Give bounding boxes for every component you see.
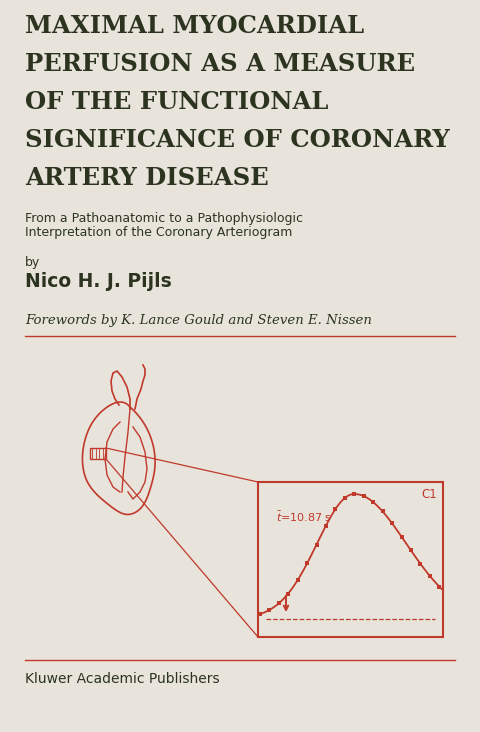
Text: SIGNIFICANCE OF CORONARY: SIGNIFICANCE OF CORONARY xyxy=(25,128,450,152)
Point xyxy=(332,504,339,515)
Point xyxy=(379,506,386,518)
Text: Kluwer Academic Publishers: Kluwer Academic Publishers xyxy=(25,672,220,686)
Text: Interpretation of the Coronary Arteriogram: Interpretation of the Coronary Arteriogr… xyxy=(25,226,292,239)
Point xyxy=(426,570,434,582)
Text: MAXIMAL MYOCARDIAL: MAXIMAL MYOCARDIAL xyxy=(25,14,364,38)
Point xyxy=(256,608,264,620)
Text: by: by xyxy=(25,256,40,269)
Point xyxy=(294,575,301,586)
Point xyxy=(369,496,377,508)
Point xyxy=(284,588,292,600)
Bar xyxy=(258,482,443,637)
Point xyxy=(417,558,424,569)
Point xyxy=(398,531,406,542)
Point xyxy=(388,518,396,529)
Text: From a Pathoanatomic to a Pathophysiologic: From a Pathoanatomic to a Pathophysiolog… xyxy=(25,212,303,225)
Point xyxy=(322,520,330,531)
Point xyxy=(341,492,348,504)
Text: PERFUSION AS A MEASURE: PERFUSION AS A MEASURE xyxy=(25,52,415,76)
Point xyxy=(312,539,320,550)
Text: OF THE FUNCTIONAL: OF THE FUNCTIONAL xyxy=(25,90,328,114)
Text: Nico H. J. Pijls: Nico H. J. Pijls xyxy=(25,272,172,291)
Text: ARTERY DISEASE: ARTERY DISEASE xyxy=(25,166,269,190)
Point xyxy=(360,490,368,502)
Point xyxy=(303,558,311,569)
Bar xyxy=(90,448,106,459)
Text: C1: C1 xyxy=(421,488,437,501)
Point xyxy=(275,597,283,609)
Text: $\bar{t}$=10.87 s: $\bar{t}$=10.87 s xyxy=(276,510,332,524)
Text: Forewords by K. Lance Gould and Steven E. Nissen: Forewords by K. Lance Gould and Steven E… xyxy=(25,314,372,327)
Point xyxy=(407,545,415,556)
Point xyxy=(350,488,358,500)
Point xyxy=(435,580,443,592)
Point xyxy=(265,604,273,616)
